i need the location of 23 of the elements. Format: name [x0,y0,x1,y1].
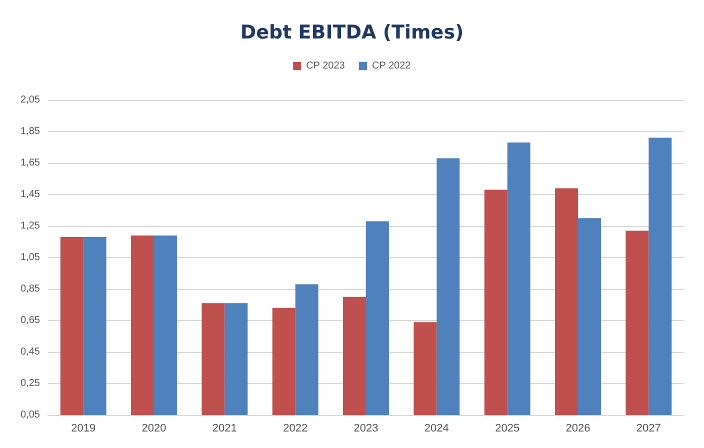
y-tick-label: 0,05 [20,410,40,420]
x-tick-label: 2019 [71,422,96,434]
y-tick-label: 1,65 [20,158,40,168]
x-tick-label: 2020 [142,422,166,434]
y-tick-label: 0,25 [20,378,40,389]
y-tick-label: 1,45 [20,189,40,200]
x-tick-label: 2025 [495,422,520,434]
y-tick-label: 1,25 [20,220,40,232]
x-tick-label: 2021 [212,422,237,434]
x-tick-label: 2023 [354,422,378,434]
y-tick-label: 1,05 [20,252,40,263]
y-tick-label: 2,05 [20,94,40,106]
x-tick-label: 2026 [566,422,590,434]
y-tick-label: 0,45 [20,346,40,358]
chart-title: Debt EBITDA (Times) [240,22,464,44]
legend-label: CP 2023 [306,60,346,72]
x-tick-label: 2027 [636,422,661,434]
y-tick-label: 0,65 [20,315,40,326]
legend-label: CP 2022 [372,60,412,72]
y-tick-label: 0,85 [20,284,40,294]
y-tick-label: 1,85 [20,126,40,137]
x-tick-label: 2024 [424,422,449,434]
x-tick-label: 2022 [283,422,308,434]
